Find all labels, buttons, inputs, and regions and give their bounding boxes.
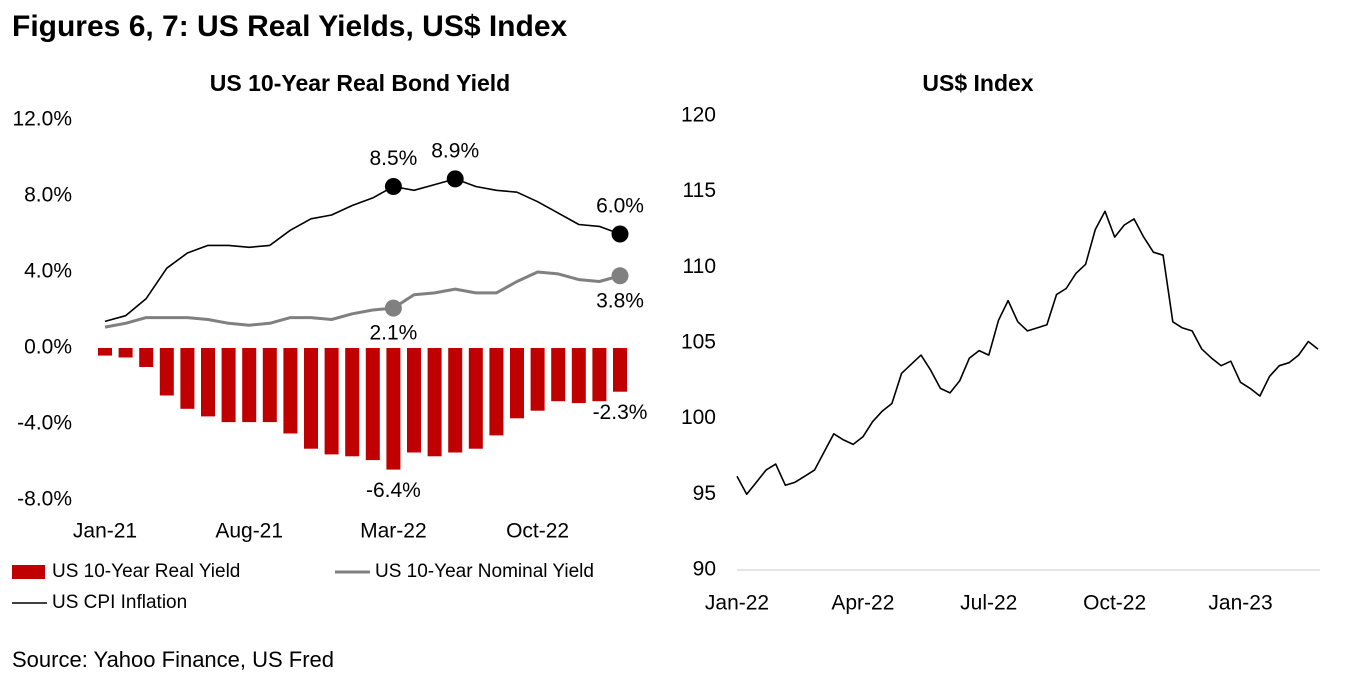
line bbox=[104, 178, 621, 323]
data-label: -2.3% bbox=[593, 401, 648, 424]
point-marker bbox=[611, 267, 629, 285]
source: Source: Yahoo Finance, US Fred bbox=[12, 647, 334, 672]
legend-swatch bbox=[12, 565, 45, 579]
y-tick-label: 105 bbox=[681, 331, 716, 354]
data-label: 2.1% bbox=[369, 322, 417, 345]
data-label: 8.5% bbox=[369, 147, 417, 170]
chart-title: US 10-Year Real Bond Yield bbox=[210, 70, 510, 96]
y-tick-label: 8.0% bbox=[24, 184, 72, 207]
bar bbox=[613, 348, 627, 392]
bar bbox=[551, 348, 566, 402]
y-tick-label: 0.0% bbox=[24, 336, 72, 359]
point-marker bbox=[446, 170, 464, 188]
bar bbox=[159, 348, 174, 396]
bar bbox=[98, 348, 112, 356]
y-tick-label: 120 bbox=[681, 104, 716, 127]
bar bbox=[262, 348, 277, 423]
bar bbox=[468, 348, 483, 449]
y-tick-label: 100 bbox=[681, 406, 716, 429]
y-tick-label: 90 bbox=[693, 558, 716, 581]
y-tick-label: 115 bbox=[683, 179, 716, 202]
y-tick-label: -8.0% bbox=[17, 488, 72, 511]
bar bbox=[407, 348, 421, 453]
bar bbox=[242, 348, 257, 423]
bar bbox=[221, 348, 236, 423]
legend-label: US 10-Year Nominal Yield bbox=[375, 561, 594, 582]
x-tick-label: Oct-22 bbox=[506, 520, 569, 543]
bar bbox=[139, 348, 154, 367]
bar bbox=[118, 348, 133, 358]
bar bbox=[345, 348, 360, 457]
bar bbox=[448, 348, 463, 453]
point-marker bbox=[384, 299, 402, 317]
x-tick-label: Jan-23 bbox=[1208, 592, 1272, 615]
x-tick-label: Jan-22 bbox=[705, 592, 769, 615]
x-tick-label: Jan-21 bbox=[73, 520, 137, 543]
bar bbox=[427, 348, 442, 457]
x-tick-label: Mar-22 bbox=[360, 520, 427, 543]
bar bbox=[386, 348, 401, 470]
chart-title: US$ Index bbox=[922, 70, 1033, 96]
bar bbox=[201, 348, 215, 417]
bar bbox=[510, 348, 524, 419]
bar bbox=[180, 348, 195, 409]
bar bbox=[571, 348, 586, 404]
data-label: 3.8% bbox=[596, 289, 644, 312]
y-tick-label: -4.0% bbox=[17, 412, 72, 435]
y-tick-label: 95 bbox=[693, 482, 716, 505]
bar bbox=[365, 348, 380, 461]
data-label: 6.0% bbox=[596, 195, 644, 218]
legend-label: US 10-Year Real Yield bbox=[52, 561, 240, 582]
y-tick-label: 110 bbox=[683, 255, 716, 278]
page-title: Figures 6, 7: US Real Yields, US$ Index bbox=[12, 10, 568, 43]
legend-label: US CPI Inflation bbox=[52, 592, 187, 613]
line bbox=[104, 270, 621, 329]
point-marker bbox=[384, 178, 402, 195]
data-label: 8.9% bbox=[431, 139, 479, 162]
x-tick-label: Apr-22 bbox=[831, 592, 894, 615]
x-tick-label: Oct-22 bbox=[1083, 592, 1146, 615]
point-marker bbox=[611, 225, 629, 243]
y-tick-label: 12.0% bbox=[12, 108, 72, 131]
bar bbox=[304, 348, 318, 449]
data-label: -6.4% bbox=[366, 479, 421, 502]
bar bbox=[592, 348, 607, 402]
bar bbox=[489, 348, 504, 436]
bar bbox=[283, 348, 298, 434]
bar bbox=[530, 348, 545, 411]
bar bbox=[324, 348, 339, 455]
line bbox=[736, 210, 1319, 496]
x-tick-label: Aug-21 bbox=[215, 520, 283, 543]
x-tick-label: Jul-22 bbox=[960, 592, 1017, 615]
y-tick-label: 4.0% bbox=[24, 260, 72, 283]
